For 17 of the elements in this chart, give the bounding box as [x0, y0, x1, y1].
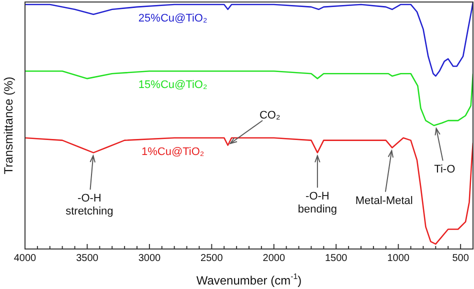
annotation: Metal-Metal [355, 194, 413, 207]
x-tick-label: 4000 [14, 252, 37, 264]
x-tick-label: 500 [452, 252, 470, 264]
series-label: 25%Cu@TiO₂ [138, 12, 208, 24]
x-tick-label: 3000 [138, 252, 162, 264]
annotation: -O-H bending [298, 190, 338, 216]
x-tick-label: 1500 [324, 252, 348, 264]
annotation: -O-H stretching [66, 192, 114, 218]
series-label: 1%Cu@TiO₂ [141, 146, 204, 158]
x-tick-label: 1000 [387, 252, 410, 264]
x-tick-label: 2000 [262, 252, 286, 264]
annotation: CO₂ [259, 109, 280, 122]
x-tick-label: 3500 [76, 252, 99, 264]
y-axis-title: Transmittance (%) [1, 76, 16, 174]
x-tick-label: 2500 [200, 252, 224, 264]
series-label: 15%Cu@TiO₂ [138, 79, 208, 92]
annotation: Ti-O [434, 164, 456, 176]
